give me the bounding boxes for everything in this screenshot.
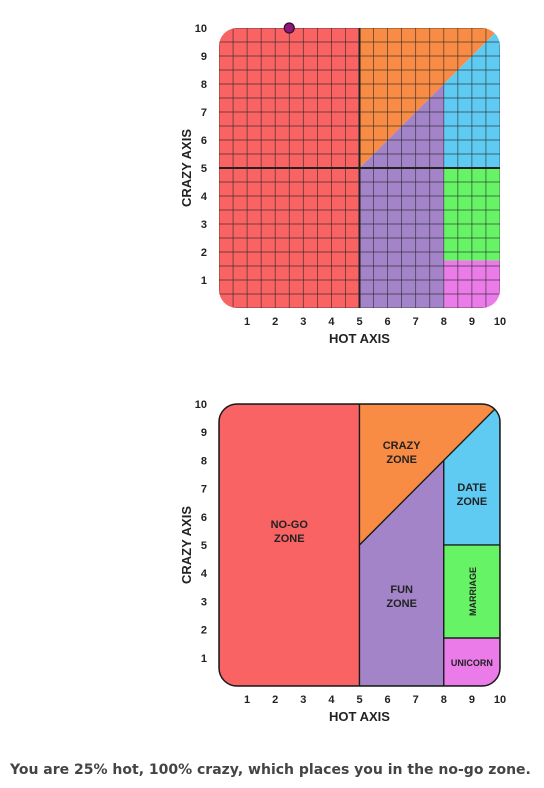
y-tick-label: 3: [201, 596, 207, 608]
x-tick-label: 5: [356, 316, 362, 328]
x-tick-label: 9: [469, 694, 475, 706]
y-tick-label: 2: [201, 247, 207, 259]
zone-chart: 1 2 3 4 5 6 7 8 9 10 1 2 3 4 5 6 7 8 9 10 HOT AXIS CRAZY AXIS…: [179, 399, 506, 724]
zone-nogo-label: NO-GO ZONE: [271, 519, 309, 545]
x-axis-title: HOT AXIS: [329, 331, 390, 346]
zone-nogo: [219, 404, 361, 686]
x-tick-label: 2: [272, 316, 278, 328]
y-tick-label: 4: [201, 191, 208, 203]
zone-unicorn: [443, 637, 500, 686]
y-tick-label: 9: [201, 51, 207, 63]
y-tick-label: 7: [201, 484, 207, 496]
zone-fun-label: FUN ZONE: [386, 584, 417, 610]
y-tick-label: 10: [195, 23, 207, 35]
x-tick-label: 9: [469, 316, 475, 328]
y-tick-label: 9: [201, 427, 207, 439]
x-tick-label: 2: [272, 694, 278, 706]
x-tick-label: 8: [441, 694, 447, 706]
x-tick-label: 3: [300, 316, 306, 328]
x-tick-label: 4: [328, 316, 335, 328]
x-tick-label: 5: [356, 694, 362, 706]
result-text: You are 25% hot, 100% crazy, which place…: [10, 762, 531, 778]
zone-unicorn-label: UNICORN: [451, 658, 493, 668]
y-tick-label: 3: [201, 219, 207, 231]
x-tick-label: 3: [300, 694, 306, 706]
y-tick-label: 10: [195, 399, 207, 411]
zone-marriage-label: MARRIAGE: [468, 567, 478, 616]
zone-date-label: DATE ZONE: [457, 482, 488, 508]
x-tick-label: 6: [385, 316, 391, 328]
zone-crazy-label: CRAZY ZONE: [383, 440, 422, 466]
y-tick-label: 6: [201, 135, 207, 147]
y-tick-label: 5: [201, 540, 207, 552]
x-tick-label: 6: [385, 694, 391, 706]
y-tick-label: 8: [201, 455, 207, 467]
y-tick-label: 1: [201, 275, 207, 287]
y-axis-title: CRAZY AXIS: [179, 506, 194, 584]
y-tick-label: 6: [201, 512, 207, 524]
x-tick-label: 4: [328, 694, 335, 706]
x-axis-title: HOT AXIS: [329, 709, 390, 724]
y-tick-label: 1: [201, 653, 207, 665]
x-tick-label: 7: [413, 694, 419, 706]
x-tick-label: 8: [441, 316, 447, 328]
y-tick-label: 7: [201, 107, 207, 119]
y-axis-title: CRAZY AXIS: [179, 129, 194, 207]
x-tick-label: 1: [244, 694, 250, 706]
y-tick-label: 5: [201, 163, 207, 175]
position-marker: [283, 22, 295, 34]
x-tick-label: 1: [244, 316, 250, 328]
y-tick-label: 2: [201, 625, 207, 637]
zone-chart-border: [218, 403, 501, 687]
x-tick-label: 10: [494, 694, 506, 706]
x-tick-label: 7: [413, 316, 419, 328]
y-tick-label: 8: [201, 79, 207, 91]
x-tick-label: 10: [494, 316, 506, 328]
grid-chart: 1 2 3 4 5 6 7 8 9 10 1 2 3 4 5 6 7 8 9 10 HOT AXIS CRAZY AXIS: [179, 22, 506, 346]
y-tick-label: 4: [201, 568, 208, 580]
